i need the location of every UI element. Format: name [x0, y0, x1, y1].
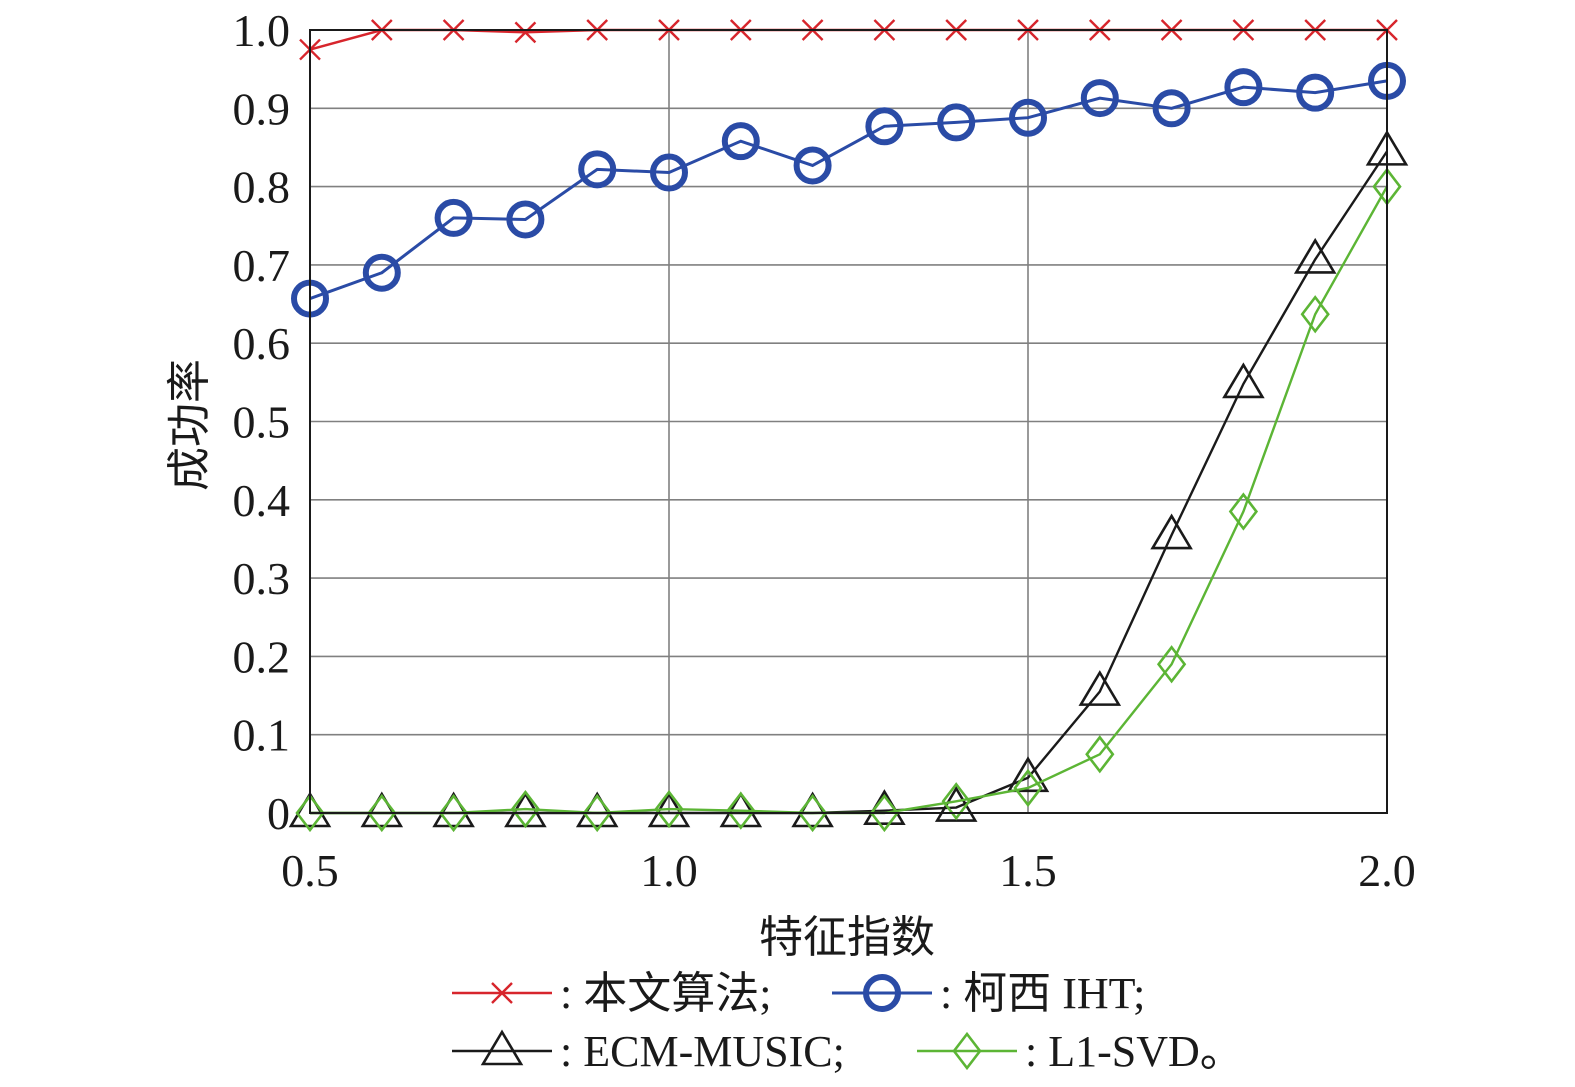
data-point-cauchy_iht: [1296, 73, 1335, 112]
data-point-l1_svd: [941, 782, 971, 821]
data-point-proposed: [514, 21, 537, 44]
data-point-cauchy_iht: [1152, 89, 1191, 128]
data-point-cauchy_iht: [650, 153, 688, 192]
plot-series: [288, 19, 1409, 833]
series-cauchy_iht: [291, 61, 1406, 318]
legend-label: : L1-SVD。: [1025, 1027, 1244, 1076]
data-point-cauchy_iht: [1009, 98, 1047, 137]
data-point-ecm_music: [575, 791, 619, 828]
y-tick-label: 1.0: [233, 5, 291, 56]
data-point-l1_svd: [797, 793, 828, 833]
y-tick-label: 0.9: [233, 83, 291, 134]
y-tick-label: 0: [267, 788, 290, 839]
data-point-l1_svd: [582, 793, 612, 833]
legend-item-proposed: : 本文算法;: [452, 969, 771, 1018]
series-line-proposed: [309, 28, 1387, 51]
y-tick-label: 0.7: [233, 240, 291, 291]
legend-label: : 本文算法;: [560, 969, 771, 1018]
data-point-cauchy_iht: [506, 200, 545, 239]
data-point-cauchy_iht: [434, 198, 473, 237]
x-tick-label: 0.5: [281, 845, 339, 896]
y-tick-label: 0.4: [233, 475, 291, 526]
legend-label: : 柯西 IHT;: [940, 969, 1145, 1018]
data-point-cauchy_iht: [937, 103, 976, 142]
data-point-l1_svd: [654, 789, 684, 829]
data-point-l1_svd: [1085, 735, 1115, 774]
x-tick-labels: 0.5 1.0 1.5 2.0: [281, 845, 1416, 896]
data-point-cauchy_iht: [793, 146, 832, 185]
legend-marker-proposed: [491, 982, 513, 1004]
y-tick-label: 0.5: [233, 397, 291, 448]
series-proposed: [299, 19, 1398, 61]
series-line-cauchy_iht: [309, 79, 1388, 300]
data-point-l1_svd: [367, 793, 397, 833]
data-point-l1_svd: [438, 793, 469, 833]
data-point-ecm_music: [1222, 362, 1265, 399]
data-point-l1_svd: [1300, 295, 1330, 334]
legend-item-l1_svd: : L1-SVD。: [917, 1027, 1244, 1076]
y-tick-label: 0.6: [233, 318, 291, 369]
data-point-ecm_music: [1150, 513, 1193, 550]
data-point-cauchy_iht: [1224, 68, 1263, 107]
legend-marker-cauchy_iht: [863, 974, 901, 1012]
y-tick-labels: 0 0.1 0.2 0.3 0.4 0.5 0.6 0.7 0.8 0.9 1.0: [233, 5, 291, 839]
data-point-l1_svd: [1156, 645, 1187, 684]
data-point-ecm_music: [791, 791, 834, 828]
y-tick-label: 0.1: [233, 710, 291, 761]
y-axis-label: 成功率: [164, 359, 215, 491]
data-point-cauchy_iht: [721, 122, 760, 161]
legend-label: : ECM-MUSIC;: [560, 1027, 845, 1076]
y-tick-label: 0.3: [233, 553, 291, 604]
x-axis-label: 特征指数: [759, 912, 935, 963]
data-point-cauchy_iht: [578, 150, 617, 189]
y-tick-label: 0.2: [233, 631, 291, 682]
data-point-ecm_music: [1078, 670, 1122, 706]
legend-item-ecm_music: : ECM-MUSIC;: [452, 1027, 845, 1076]
plot-frame: [309, 29, 1388, 814]
x-tick-label: 1.0: [640, 845, 698, 896]
series-ecm_music: [288, 129, 1409, 828]
data-point-ecm_music: [1293, 237, 1337, 274]
data-point-ecm_music: [432, 791, 475, 828]
data-point-ecm_music: [1006, 756, 1050, 793]
legend-marker-ecm_music: [480, 1029, 524, 1066]
data-point-l1_svd: [1013, 768, 1043, 808]
data-point-cauchy_iht: [1080, 79, 1119, 118]
series-line-ecm_music: [310, 150, 1388, 815]
data-point-l1_svd: [869, 793, 900, 833]
data-point-ecm_music: [360, 791, 404, 828]
data-point-cauchy_iht: [362, 253, 401, 292]
x-tick-label: 2.0: [1358, 845, 1416, 896]
legend: : 本文算法; : 柯西 IHT; : ECM-MUSIC; : L1-SVD。: [452, 969, 1244, 1076]
data-point-l1_svd: [510, 789, 541, 829]
data-point-l1_svd: [1228, 492, 1259, 531]
x-tick-label: 1.5: [999, 845, 1057, 896]
legend-marker-l1_svd: [952, 1031, 982, 1071]
legend-item-cauchy_iht: : 柯西 IHT;: [832, 969, 1145, 1018]
y-tick-label: 0.8: [233, 162, 291, 213]
data-point-l1_svd: [726, 791, 756, 830]
data-point-l1_svd: [295, 793, 325, 833]
data-point-cauchy_iht: [865, 107, 904, 146]
